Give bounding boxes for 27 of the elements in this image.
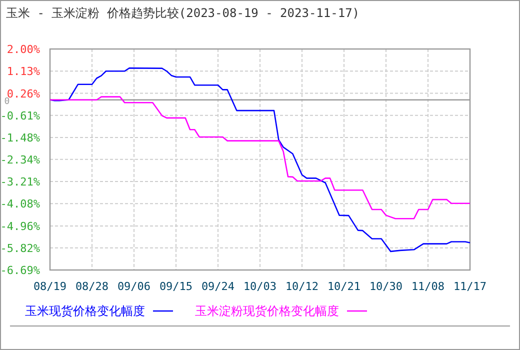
x-tick-label: 10/12 — [285, 280, 319, 293]
chart-title: 玉米 - 玉米淀粉 价格趋势比较(2023-08-19 - 2023-11-17) — [6, 6, 360, 20]
x-tick-label: 08/28 — [75, 280, 109, 293]
legend-label: 玉米淀粉现货价格变化幅度 — [195, 304, 339, 318]
y-tick-label: -5.82% — [0, 242, 40, 255]
x-tick-label: 10/21 — [327, 280, 361, 293]
x-tick-label: 10/03 — [243, 280, 277, 293]
line-series — [49, 67, 471, 252]
x-tick-label: 10/30 — [369, 280, 403, 293]
x-tick-label: 11/17 — [453, 280, 487, 293]
line-series — [49, 96, 471, 220]
x-tick-label: 09/06 — [117, 280, 151, 293]
y-tick-label: -0.61% — [0, 109, 40, 122]
ref-line-label: 0 — [4, 96, 10, 107]
y-tick-label: 1.13% — [6, 65, 40, 78]
x-tick-label: 09/24 — [201, 280, 235, 293]
x-tick-label: 08/19 — [33, 280, 67, 293]
x-tick-label: 09/15 — [159, 280, 193, 293]
y-tick-label: -4.96% — [0, 220, 40, 234]
legend-label: 玉米现货价格变化幅度 — [25, 304, 145, 318]
y-tick-label: -4.08% — [0, 198, 40, 211]
x-tick-label: 11/08 — [411, 280, 445, 293]
y-tick-label: -3.21% — [0, 176, 40, 188]
y-tick-label: -1.48% — [0, 132, 40, 144]
y-tick-label: -6.69% — [0, 264, 40, 277]
y-tick-label: -2.34% — [0, 153, 40, 166]
y-tick-label: 2.00% — [6, 43, 40, 56]
